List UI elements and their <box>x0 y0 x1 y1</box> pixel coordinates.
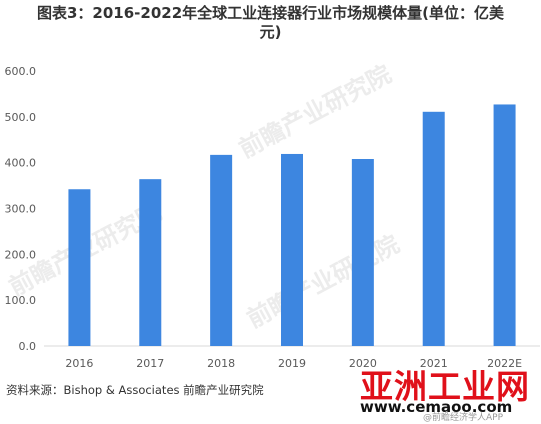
x-tick-label: 2017 <box>136 357 164 370</box>
x-tick-label: 2020 <box>349 357 377 370</box>
y-tick-label: 100.0 <box>5 294 37 307</box>
y-tick-label: 600.0 <box>5 65 37 78</box>
x-tick-label: 2019 <box>278 357 306 370</box>
y-tick-label: 300.0 <box>5 203 37 216</box>
y-tick-label: 500.0 <box>5 111 37 124</box>
chart-title: 图表3：2016-2022年全球工业连接器行业市场规模体量(单位：亿美 元) <box>0 4 541 42</box>
bar-2022E <box>493 104 516 346</box>
x-tick-label: 2022E <box>487 357 522 370</box>
x-tick-label: 2016 <box>65 357 93 370</box>
source-note: 资料来源：Bishop & Associates 前瞻产业研究院 <box>6 383 264 397</box>
footer-watermark: @前瞻经济学人APP <box>423 413 504 423</box>
x-tick-label: 2021 <box>420 357 448 370</box>
bar-2021 <box>422 111 445 347</box>
y-tick-label: 200.0 <box>5 248 37 261</box>
brand-url-watermark: www.cemaoo.com <box>360 398 513 416</box>
y-tick-label: 400.0 <box>5 157 37 170</box>
bar-2017 <box>139 179 162 346</box>
bar-2020 <box>351 159 374 346</box>
bar-2018 <box>210 154 233 346</box>
bar-2019 <box>281 153 303 346</box>
chart-title-line-1: 图表3：2016-2022年全球工业连接器行业市场规模体量(单位：亿美 <box>36 4 505 22</box>
brand-watermark: 亚洲工业网 <box>360 367 530 406</box>
y-tick-label: 0.0 <box>19 340 37 353</box>
bar-2016 <box>68 189 91 346</box>
x-tick-label: 2018 <box>207 357 235 370</box>
chart-title-line-2: 元) <box>259 23 282 41</box>
